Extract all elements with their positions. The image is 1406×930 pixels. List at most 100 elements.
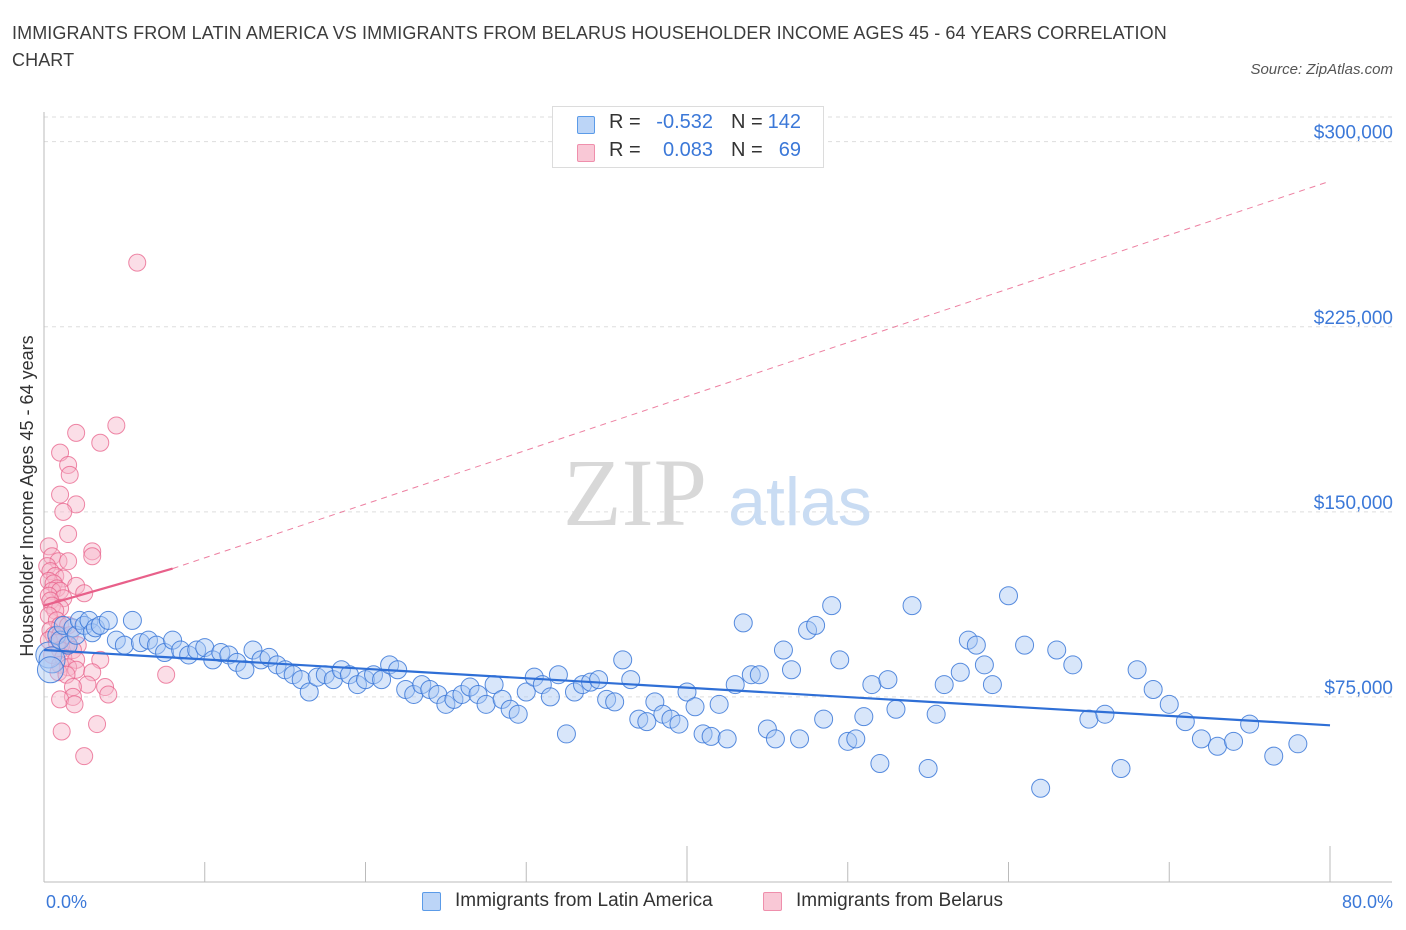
latin-america-point [597, 689, 617, 709]
r-value: 0.083 [662, 139, 713, 161]
latin-america-point [1095, 704, 1115, 724]
latin-america-point [1047, 640, 1067, 660]
grid-lines [44, 116, 1392, 698]
chart-title: IMMIGRANTS FROM LATIN AMERICA VS IMMIGRA… [12, 23, 1167, 70]
latin-america-point [452, 684, 472, 704]
belarus-point [59, 525, 78, 544]
series-belarus-points [38, 253, 176, 766]
latin-america-point [765, 729, 785, 749]
latin-america-point [1079, 709, 1099, 729]
belarus-point [67, 423, 86, 442]
legend-label-belarus: Immigrants from Belarus [796, 890, 1003, 911]
series-latin-america-points [35, 586, 1308, 798]
latin-america-point [1143, 680, 1163, 700]
watermark-zip: ZIP [563, 439, 707, 546]
latin-america-point [741, 665, 761, 685]
latin-america-point [460, 677, 480, 697]
latin-america-point [757, 719, 777, 739]
latin-america-point [773, 640, 793, 660]
source-label: Source: ZipAtlas.com [1250, 61, 1393, 78]
latin-america-point [79, 610, 99, 630]
latin-america-point [999, 586, 1018, 606]
belarus-point [99, 685, 118, 704]
latin-america-point [725, 675, 745, 695]
latin-america-point [966, 635, 986, 655]
belarus-point [60, 465, 79, 484]
latin-america-point [508, 704, 528, 724]
trend-line-belarus [43, 567, 173, 607]
belarus-point [91, 433, 110, 452]
y-axis-label: Householder Income Ages 45 - 64 years [17, 335, 37, 656]
latin-america-point [870, 754, 890, 774]
latin-america-point [854, 707, 874, 727]
latin-america-point [122, 610, 142, 630]
latin-america-point [733, 613, 753, 633]
latin-america-point [781, 660, 801, 680]
belarus-point [107, 416, 126, 435]
belarus-point [39, 537, 58, 556]
latin-america-point [1031, 778, 1051, 798]
r-value: -0.532 [656, 111, 713, 133]
latin-america-point [1207, 736, 1227, 756]
y-tick-label: $150,000 [1314, 493, 1393, 514]
legend-swatch-latin-america [577, 116, 595, 134]
legend-swatch-belarus [577, 144, 595, 162]
belarus-point [75, 747, 94, 766]
latin-america-point [98, 610, 118, 630]
n-value: 142 [767, 111, 801, 133]
latin-america-point [1288, 734, 1308, 754]
latin-america-point [1063, 655, 1083, 675]
latin-america-point [886, 699, 906, 719]
latin-america-point [629, 709, 649, 729]
latin-america-point [685, 697, 705, 717]
latin-america-point [862, 675, 882, 695]
latin-america-point [211, 643, 231, 662]
latin-america-point [1015, 635, 1035, 655]
latin-america-point [838, 731, 858, 751]
latin-america-point [163, 630, 183, 650]
trend-line-belarus-projection [172, 180, 1331, 570]
latin-america-point [709, 694, 729, 714]
latin-america-point [790, 729, 810, 749]
latin-america-point [114, 635, 134, 655]
y-tick-label: $75,000 [1324, 678, 1393, 699]
n-value: 69 [778, 139, 801, 161]
latin-america-point [701, 726, 721, 746]
belarus-point [52, 722, 71, 741]
belarus-point [54, 502, 73, 521]
belarus-point [68, 636, 87, 655]
latin-america-point [878, 670, 898, 690]
n-label: N = [731, 139, 763, 161]
trend-line-latin-america [43, 648, 1331, 727]
latin-america-point [926, 704, 946, 724]
latin-america-point [468, 684, 488, 704]
belarus-point [51, 485, 70, 504]
latin-america-point [36, 656, 64, 684]
latin-america-point [235, 660, 255, 680]
stats-legend: R = -0.532 N = 142 R = 0.083 N = 69 [552, 106, 824, 168]
series-legend: Immigrants from Latin America Immigrants… [0, 889, 1406, 915]
latin-america-point [1111, 758, 1131, 778]
latin-america-point [621, 670, 641, 690]
latin-america-point [1175, 712, 1195, 732]
latin-america-point [476, 694, 496, 714]
legend-swatch-latin-america [422, 892, 441, 911]
belarus-point [83, 542, 102, 561]
latin-america-point [38, 646, 66, 674]
latin-america-point [605, 692, 625, 712]
latin-america-point [974, 655, 994, 675]
latin-america-point [830, 650, 850, 670]
belarus-point [78, 675, 97, 694]
latin-america-point [66, 625, 86, 645]
r-label: R = [609, 111, 641, 133]
y-tick-labels: $75,000 $150,000 $225,000 $300,000 [1314, 123, 1393, 699]
latin-america-point [492, 689, 512, 709]
latin-america-point [516, 682, 536, 702]
latin-america-point [1191, 729, 1211, 749]
r-label: R = [609, 139, 641, 161]
latin-america-point [637, 712, 657, 732]
latin-america-point [693, 724, 713, 744]
y-tick-label: $300,000 [1314, 123, 1393, 144]
n-label: N = [731, 111, 763, 133]
